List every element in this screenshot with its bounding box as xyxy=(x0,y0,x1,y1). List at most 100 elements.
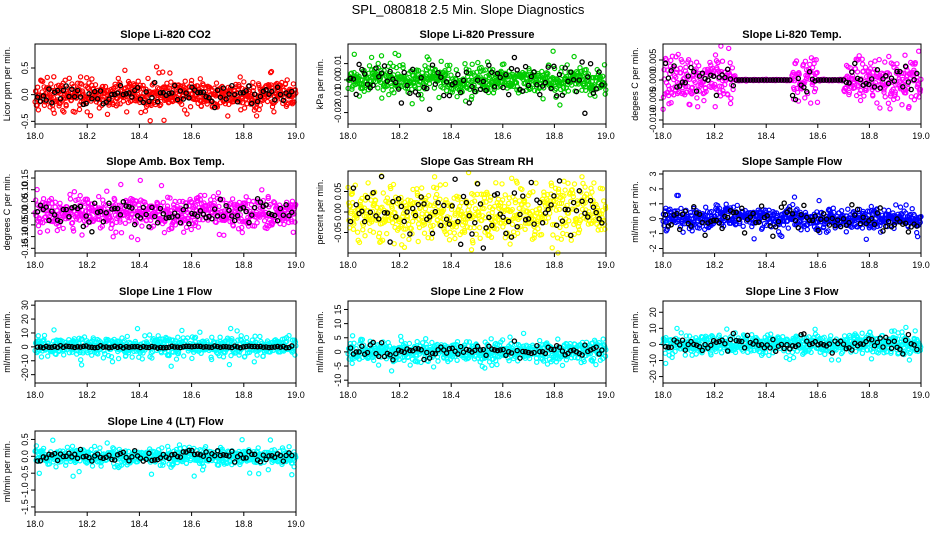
data-point xyxy=(885,207,892,214)
data-point xyxy=(555,189,562,195)
overlay-point xyxy=(109,91,115,98)
data-point xyxy=(110,233,116,240)
data-point xyxy=(740,223,746,229)
overlay-point xyxy=(556,71,563,78)
overlay-point xyxy=(77,94,84,100)
x-tick-label: 18.4 xyxy=(131,260,149,270)
overlay-point xyxy=(705,77,711,83)
data-point xyxy=(477,235,483,241)
data-point xyxy=(451,230,457,236)
overlay-point xyxy=(171,82,178,89)
data-point xyxy=(181,107,188,113)
data-point xyxy=(361,88,367,95)
data-point xyxy=(522,226,528,232)
data-point xyxy=(509,175,515,181)
data-point xyxy=(215,190,222,196)
overlay-point xyxy=(522,63,529,70)
data-point xyxy=(899,101,905,108)
overlay-point xyxy=(401,69,407,76)
data-point xyxy=(804,226,811,233)
y-tick-label: -0.5 xyxy=(20,114,30,130)
overlay-point xyxy=(401,218,407,225)
overlay-point xyxy=(126,90,132,96)
y-tick-label: 0.15 xyxy=(20,169,30,187)
overlay-point xyxy=(370,189,376,196)
data-point xyxy=(368,54,375,61)
x-tick-label: 18.0 xyxy=(26,260,44,270)
x-tick-label: 18.2 xyxy=(78,131,96,141)
overlay-point xyxy=(254,98,261,105)
overlay-point xyxy=(852,60,858,67)
overlay-point xyxy=(441,92,447,99)
overlay-point xyxy=(582,110,588,117)
data-point xyxy=(38,354,45,360)
data-point xyxy=(189,355,195,362)
overlay-point xyxy=(106,96,112,102)
overlay-point xyxy=(699,70,706,76)
overlay-point xyxy=(390,198,396,205)
data-point xyxy=(188,77,195,84)
data-point xyxy=(897,204,904,210)
overlay-point xyxy=(568,232,574,239)
data-point xyxy=(364,75,371,82)
y-tick-label: 0.0 xyxy=(20,88,30,101)
data-point xyxy=(902,52,908,58)
data-point xyxy=(431,174,438,180)
overlay-point xyxy=(37,98,44,104)
data-point xyxy=(56,103,62,109)
x-tick-label: 18.2 xyxy=(78,260,96,270)
data-point xyxy=(175,334,181,340)
data-point xyxy=(843,229,850,235)
overlay-point xyxy=(143,89,149,95)
data-point xyxy=(241,105,248,111)
overlay-point xyxy=(511,54,518,61)
data-point xyxy=(237,74,243,80)
overlay-point xyxy=(393,213,399,220)
overlay-point xyxy=(849,202,855,208)
overlay-point xyxy=(251,91,258,97)
overlay-point xyxy=(231,91,238,98)
data-point xyxy=(395,52,402,59)
data-point xyxy=(437,182,443,188)
data-point xyxy=(34,186,40,193)
data-point xyxy=(220,354,227,360)
data-point xyxy=(525,202,531,208)
data-point xyxy=(78,362,85,368)
figure-title: SPL_080818 2.5 Min. Slope Diagnostics xyxy=(352,2,585,17)
data-point xyxy=(893,202,899,208)
overlay-point xyxy=(452,176,458,182)
data-point xyxy=(124,333,131,340)
overlay-point xyxy=(457,241,464,248)
data-point xyxy=(718,43,724,49)
y-axis-label: degees C per min. xyxy=(630,47,640,121)
data-point xyxy=(264,98,271,105)
overlay-point xyxy=(37,202,44,209)
data-point xyxy=(557,102,563,108)
data-point xyxy=(582,184,588,190)
x-tick-label: 18.8 xyxy=(235,131,253,141)
y-tick-label: 0 xyxy=(648,216,658,221)
x-tick-label: 19.0 xyxy=(597,131,615,141)
overlay-point xyxy=(263,87,269,93)
data-point xyxy=(142,333,148,339)
data-point xyxy=(229,196,236,202)
overlay-point xyxy=(758,203,765,209)
data-point xyxy=(499,181,505,187)
data-point xyxy=(40,195,47,202)
data-point xyxy=(109,359,116,365)
y-tick-label: -1 xyxy=(648,230,658,238)
data-point xyxy=(449,89,455,95)
data-point xyxy=(719,58,726,64)
data-point xyxy=(419,96,425,102)
data-point xyxy=(400,62,406,68)
overlay-point xyxy=(177,88,184,94)
overlay-point xyxy=(166,90,172,97)
data-point xyxy=(83,74,90,81)
x-tick-label: 19.0 xyxy=(597,260,615,270)
overlay-point xyxy=(857,220,864,227)
overlay-point xyxy=(140,99,147,106)
data-point xyxy=(861,93,867,99)
